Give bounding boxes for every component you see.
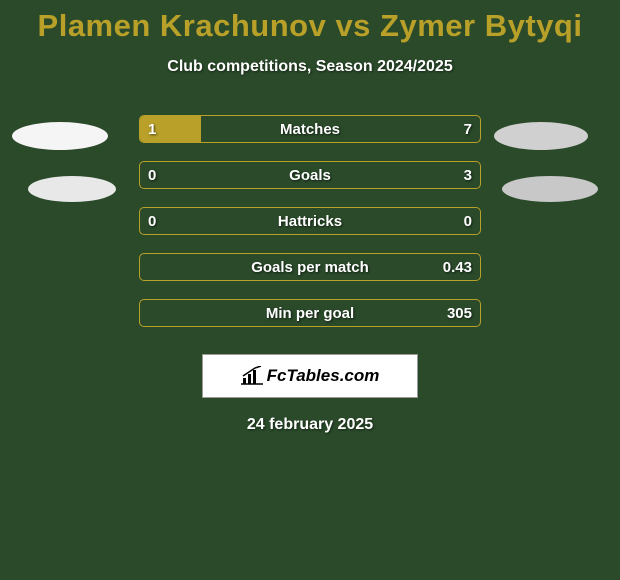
stat-label: Goals bbox=[140, 162, 480, 189]
stat-bar-track: Hattricks0 0 bbox=[139, 207, 481, 235]
brand-logo[interactable]: FcTables.com bbox=[202, 354, 418, 398]
stat-label: Hattricks bbox=[140, 208, 480, 235]
chart-icon bbox=[241, 366, 263, 386]
stat-value-left: 0 bbox=[148, 208, 156, 235]
stat-value-right: 0 bbox=[464, 208, 472, 235]
date-text: 24 february 2025 bbox=[0, 416, 620, 434]
stat-bar-track: Min per goal305 bbox=[139, 299, 481, 327]
page-title: Plamen Krachunov vs Zymer Bytyqi bbox=[0, 0, 620, 44]
brand-logo-label: FcTables.com bbox=[267, 366, 380, 386]
stat-row: Goals per match0.43 bbox=[0, 244, 620, 290]
stat-value-right: 7 bbox=[464, 116, 472, 143]
stat-bar-track: Goals per match0.43 bbox=[139, 253, 481, 281]
stat-row: Hattricks0 0 bbox=[0, 198, 620, 244]
stat-label: Goals per match bbox=[140, 254, 480, 281]
stat-label: Min per goal bbox=[140, 300, 480, 327]
stat-value-right: 3 bbox=[464, 162, 472, 189]
decorative-ellipse bbox=[28, 176, 116, 202]
stat-value-left: 1 bbox=[148, 116, 156, 143]
stat-value-left: 0 bbox=[148, 162, 156, 189]
stat-bar-track: Goals0 3 bbox=[139, 161, 481, 189]
decorative-ellipse bbox=[494, 122, 588, 150]
brand-logo-text: FcTables.com bbox=[241, 366, 380, 386]
decorative-ellipse bbox=[502, 176, 598, 202]
subtitle: Club competitions, Season 2024/2025 bbox=[0, 58, 620, 76]
decorative-ellipse bbox=[12, 122, 108, 150]
stat-row: Min per goal305 bbox=[0, 290, 620, 336]
stat-bar-track: Matches17 bbox=[139, 115, 481, 143]
stat-value-right: 0.43 bbox=[443, 254, 472, 281]
stat-value-right: 305 bbox=[447, 300, 472, 327]
